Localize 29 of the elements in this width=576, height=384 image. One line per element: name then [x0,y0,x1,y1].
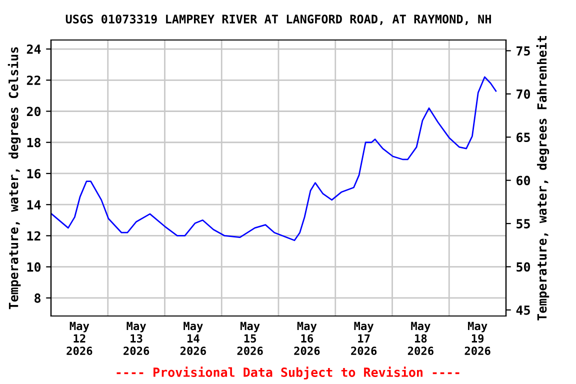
x-tick-label: May 17 2026 [351,322,377,356]
y-tick-label: 24 [26,44,41,54]
y-tick-label: 10 [27,262,41,272]
y-axis-title: Temperature, water, degrees Celsius [8,47,21,310]
x-tick-label: May 18 2026 [408,322,434,356]
y-tick-label: 22 [26,76,40,85]
y2-tick-label: 65 [516,132,530,142]
y-tick-label: 8 [34,293,40,303]
x-tick-label: May 19 2026 [464,322,490,356]
x-tick-label: May 12 2026 [66,322,92,356]
y2-tick-label: 55 [516,219,530,228]
y-tick-label: 12 [27,231,40,240]
y-tick-label: 18 [27,138,40,148]
line-series [51,76,497,242]
y-tick-label: 20 [26,106,41,116]
y-tick-label: 14 [27,200,41,210]
y2-tick-label: 60 [516,176,530,186]
x-tick-label: May 15 2026 [237,322,263,356]
text: ---- Provisional Data Subject to Revision ---- [116,366,460,380]
y2-tick-label: 45 [516,306,530,315]
y2-axis-title: Temperature, water, degrees Fahrenheit [536,36,550,320]
y2-tick-label: 50 [516,262,530,272]
x-tick-label: May 16 2026 [294,322,320,356]
y2-tick-label: 70 [516,89,530,99]
x-tick-label: May 13 2026 [124,322,150,356]
chart-title: USGS 01073319 LAMPREY RIVER AT LANGFORD ROAD, AT RAYMOND, NH [66,14,491,25]
y2-tick-label: 75 [516,46,530,56]
y-tick-label: 16 [27,168,41,178]
x-tick-label: May 14 2026 [180,322,206,356]
